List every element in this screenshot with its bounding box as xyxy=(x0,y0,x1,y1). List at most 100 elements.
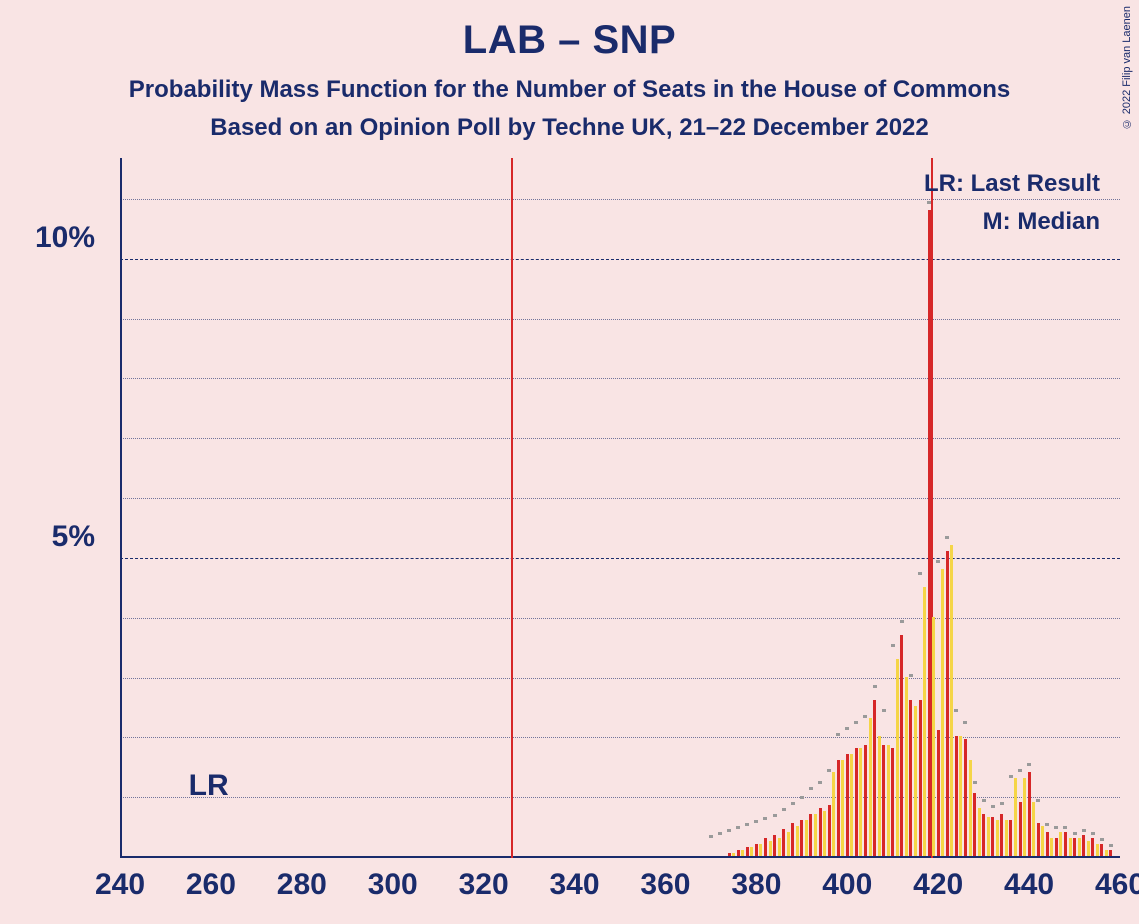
bar xyxy=(814,814,817,856)
bar xyxy=(736,826,740,829)
bar xyxy=(909,674,913,677)
bar xyxy=(1087,841,1090,856)
bar xyxy=(836,733,840,736)
bar xyxy=(1045,823,1049,826)
bar xyxy=(1009,775,1013,778)
bar xyxy=(896,659,899,856)
bar xyxy=(909,700,912,856)
bar xyxy=(1105,850,1108,856)
bar xyxy=(1100,838,1104,841)
gridline-minor xyxy=(120,618,1120,619)
bar xyxy=(950,545,953,856)
plot-area: 5%10% 2402602803003203403603804004204404… xyxy=(120,158,1120,858)
bar xyxy=(1073,838,1076,856)
x-axis xyxy=(120,856,1120,858)
reference-line-lr xyxy=(511,158,513,858)
bar xyxy=(1032,802,1035,856)
bar xyxy=(923,587,926,856)
x-tick-label: 320 xyxy=(459,868,509,902)
bar xyxy=(759,844,762,856)
bar xyxy=(796,826,799,856)
bar xyxy=(800,820,803,856)
bar xyxy=(782,808,786,811)
bar xyxy=(900,635,903,856)
bar xyxy=(964,739,967,856)
legend-m: M: Median xyxy=(983,208,1100,236)
bar xyxy=(846,754,849,856)
bar xyxy=(982,799,986,802)
bar xyxy=(973,793,976,856)
x-tick-label: 460 xyxy=(1095,868,1139,902)
gridline-minor xyxy=(120,378,1120,379)
bar xyxy=(1064,832,1067,856)
bar xyxy=(750,847,753,856)
gridline-minor xyxy=(120,498,1120,499)
bar xyxy=(927,201,931,204)
bar xyxy=(1000,802,1004,805)
reference-label-lr: LR xyxy=(189,769,229,803)
bar xyxy=(919,700,922,856)
bar xyxy=(1055,838,1058,856)
bar xyxy=(963,721,967,724)
gridline-minor xyxy=(120,438,1120,439)
bar xyxy=(727,829,731,832)
bar xyxy=(755,844,758,856)
bar xyxy=(882,745,885,856)
bar xyxy=(746,847,749,856)
bar xyxy=(1082,835,1085,856)
x-tick-label: 240 xyxy=(95,868,145,902)
bar xyxy=(936,560,940,563)
bar xyxy=(819,808,822,856)
bar xyxy=(828,805,831,856)
bar xyxy=(709,835,713,838)
bar xyxy=(869,718,872,856)
y-tick-label: 10% xyxy=(15,221,95,255)
bar xyxy=(914,706,917,856)
bar xyxy=(959,736,962,856)
bar xyxy=(800,796,804,799)
bar xyxy=(882,709,886,712)
bar xyxy=(987,817,990,856)
bar xyxy=(764,838,767,856)
x-tick-label: 340 xyxy=(550,868,600,902)
bar xyxy=(900,620,904,623)
gridline-minor xyxy=(120,678,1120,679)
bar xyxy=(905,677,908,856)
bar xyxy=(773,835,776,856)
bar xyxy=(1050,838,1053,856)
bar xyxy=(873,685,877,688)
bar xyxy=(809,787,813,790)
bar xyxy=(873,700,876,856)
bar xyxy=(1000,814,1003,856)
bar xyxy=(1005,820,1008,856)
bar xyxy=(1091,838,1094,856)
bar xyxy=(1018,769,1022,772)
bar xyxy=(864,745,867,856)
bar xyxy=(763,817,767,820)
bar xyxy=(945,536,949,539)
bar xyxy=(955,736,958,856)
bar xyxy=(832,772,835,856)
bar xyxy=(773,814,777,817)
bar xyxy=(1036,799,1040,802)
chart-subtitle-1: Probability Mass Function for the Number… xyxy=(0,76,1139,104)
bar xyxy=(863,715,867,718)
bar xyxy=(1009,820,1012,856)
bar xyxy=(891,644,895,647)
bar xyxy=(937,730,940,856)
bar xyxy=(1046,832,1049,856)
bar xyxy=(991,805,995,808)
bar xyxy=(1069,838,1072,856)
bar xyxy=(928,210,931,856)
x-tick-label: 400 xyxy=(822,868,872,902)
bar xyxy=(818,781,822,784)
chart-subtitle-2: Based on an Opinion Poll by Techne UK, 2… xyxy=(0,114,1139,142)
gridline-minor xyxy=(120,319,1120,320)
bar xyxy=(932,617,935,856)
bar xyxy=(745,823,749,826)
bar xyxy=(1037,823,1040,856)
bar xyxy=(754,820,758,823)
bar xyxy=(782,829,785,856)
bar xyxy=(859,748,862,856)
bar xyxy=(1041,826,1044,856)
